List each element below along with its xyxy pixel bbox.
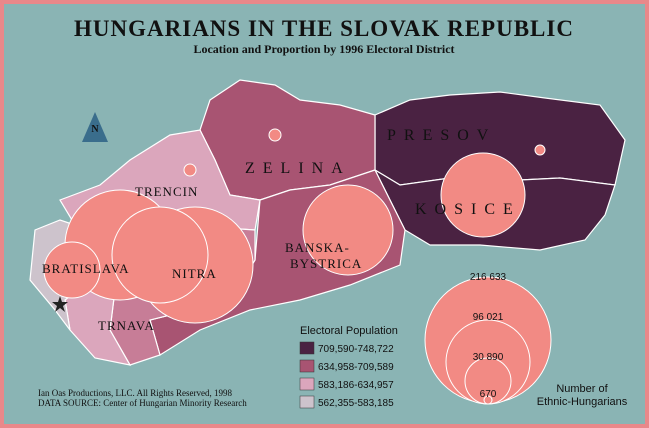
region-label: BANSKA- <box>285 240 350 255</box>
circle-value: 670 <box>480 389 497 400</box>
legend-swatch <box>299 359 315 373</box>
north-arrow <box>82 112 108 142</box>
subtitle: Location and Proportion by 1996 Electora… <box>193 42 454 56</box>
region-label: TRNAVA <box>98 318 155 333</box>
region-label: PRESOV <box>387 127 496 144</box>
region-label: ZELINA <box>245 160 351 177</box>
region-label: BYSTRICA <box>290 256 362 271</box>
circle <box>43 241 101 299</box>
circle-legend: 216 633 96 021 30 890 670 Number of Ethn… <box>424 272 628 408</box>
credit: DATA SOURCE: Center of Hungarian Minorit… <box>38 398 247 408</box>
circle-legend-title: Ethnic-Hungarians <box>537 396 628 408</box>
legend-label: 634,958-709,589 <box>318 362 394 373</box>
legend-label: 709,590-748,722 <box>318 344 394 355</box>
region-label: KOSICE <box>415 201 521 218</box>
capital-star <box>52 296 68 312</box>
north-label: N <box>91 124 99 135</box>
legend-label: 583,186-634,957 <box>318 380 394 391</box>
circle-value: 30 890 <box>473 352 504 363</box>
circles <box>43 128 546 324</box>
legend-title: Electoral Population <box>300 325 398 337</box>
region-label: TRENCIN <box>135 184 198 199</box>
title: HUNGARIANS IN THE SLOVAK REPUBLIC <box>74 16 574 41</box>
credit: Ian Oas Productions, LLC. All Rights Res… <box>38 388 232 398</box>
circle <box>268 128 282 142</box>
circle <box>440 152 526 238</box>
region-label: NITRA <box>172 266 217 281</box>
circle-legend-title: Number of <box>556 383 608 395</box>
legend-circle <box>483 395 493 405</box>
legend-swatch <box>299 395 315 409</box>
circle <box>111 206 209 304</box>
legend-label: 562,355-583,185 <box>318 398 394 409</box>
legend-swatch <box>299 341 315 355</box>
circle <box>534 144 546 156</box>
circle <box>183 163 197 177</box>
circle-value: 216 633 <box>470 272 507 283</box>
circle-value: 96 021 <box>473 312 504 323</box>
circle <box>302 184 394 276</box>
region-label: BRATISLAVA <box>42 261 130 276</box>
legend-swatch <box>299 377 315 391</box>
